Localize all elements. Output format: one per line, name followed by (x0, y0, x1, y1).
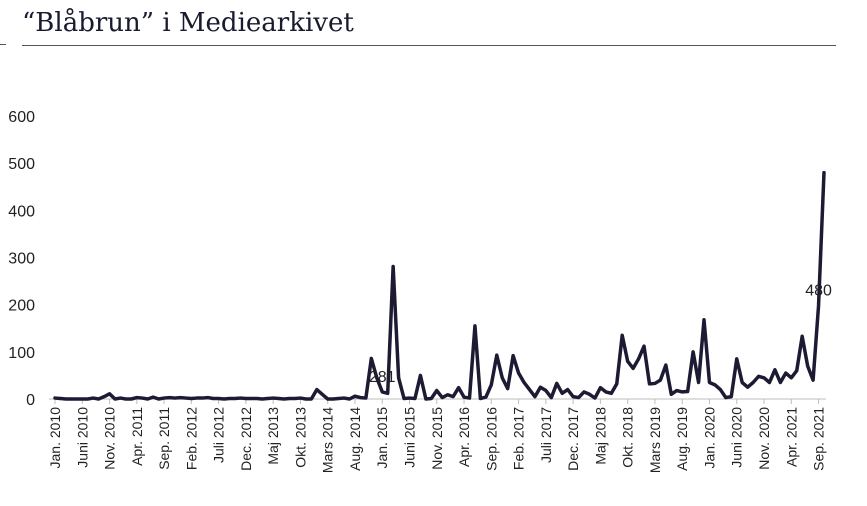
x-tick-label: Juni 2010 (74, 407, 90, 468)
x-tick-label: Dec. 2012 (238, 407, 254, 471)
x-tick-label: Sep. 2021 (811, 407, 827, 471)
x-tick-label: Maj 2018 (592, 407, 608, 465)
data-label: 480 (805, 283, 832, 300)
x-tick-label: Nov. 2010 (102, 407, 118, 470)
x-tick-label: Nov. 2020 (756, 407, 772, 470)
x-tick-label: Jan. 2015 (374, 407, 390, 469)
chart-title: “Blåbrun” i Mediearkivet (22, 8, 354, 38)
title-rule-edge (0, 44, 6, 45)
x-tick-label: Apr. 2011 (129, 407, 145, 466)
x-tick-label: Apr. 2016 (456, 407, 472, 467)
x-tick-label: Juli 2012 (211, 407, 227, 463)
x-tick-label: Aug. 2014 (347, 407, 363, 471)
x-tick-label: Juli 2017 (538, 407, 554, 463)
y-tick-label: 0 (26, 392, 35, 409)
x-tick-label: Dec. 2017 (565, 407, 581, 471)
y-tick-label: 300 (8, 251, 35, 268)
x-tick-label: Mars 2014 (320, 407, 336, 473)
y-tick-label: 400 (8, 203, 35, 220)
x-tick-label: Sep. 2011 (156, 407, 172, 470)
y-tick-label: 500 (8, 156, 35, 173)
x-tick-label: Aug. 2019 (674, 407, 690, 471)
x-tick-label: Apr. 2021 (783, 407, 799, 467)
x-tick-label: Jan. 2010 (47, 407, 63, 469)
x-tick-label: Jan. 2020 (701, 407, 717, 469)
y-tick-label: 600 (8, 109, 35, 126)
x-tick-label: Maj 2013 (265, 407, 281, 465)
x-tick-label: Juni 2020 (729, 407, 745, 468)
data-label: 281 (369, 369, 396, 386)
x-tick-label: Mars 2019 (647, 407, 663, 473)
x-tick-label: Okt. 2018 (620, 407, 636, 468)
x-tick-label: Okt. 2013 (292, 407, 308, 468)
y-tick-label: 200 (8, 298, 35, 315)
x-tick-label: Sep. 2016 (483, 407, 499, 471)
series-line (53, 170, 826, 401)
x-tick-label: Feb. 2017 (511, 407, 527, 470)
x-tick-label: Juni 2015 (402, 407, 418, 468)
title-rule (22, 45, 836, 46)
x-tick-label: Nov. 2015 (429, 407, 445, 470)
x-tick-label: Feb. 2012 (183, 407, 199, 470)
y-tick-label: 100 (8, 345, 35, 362)
